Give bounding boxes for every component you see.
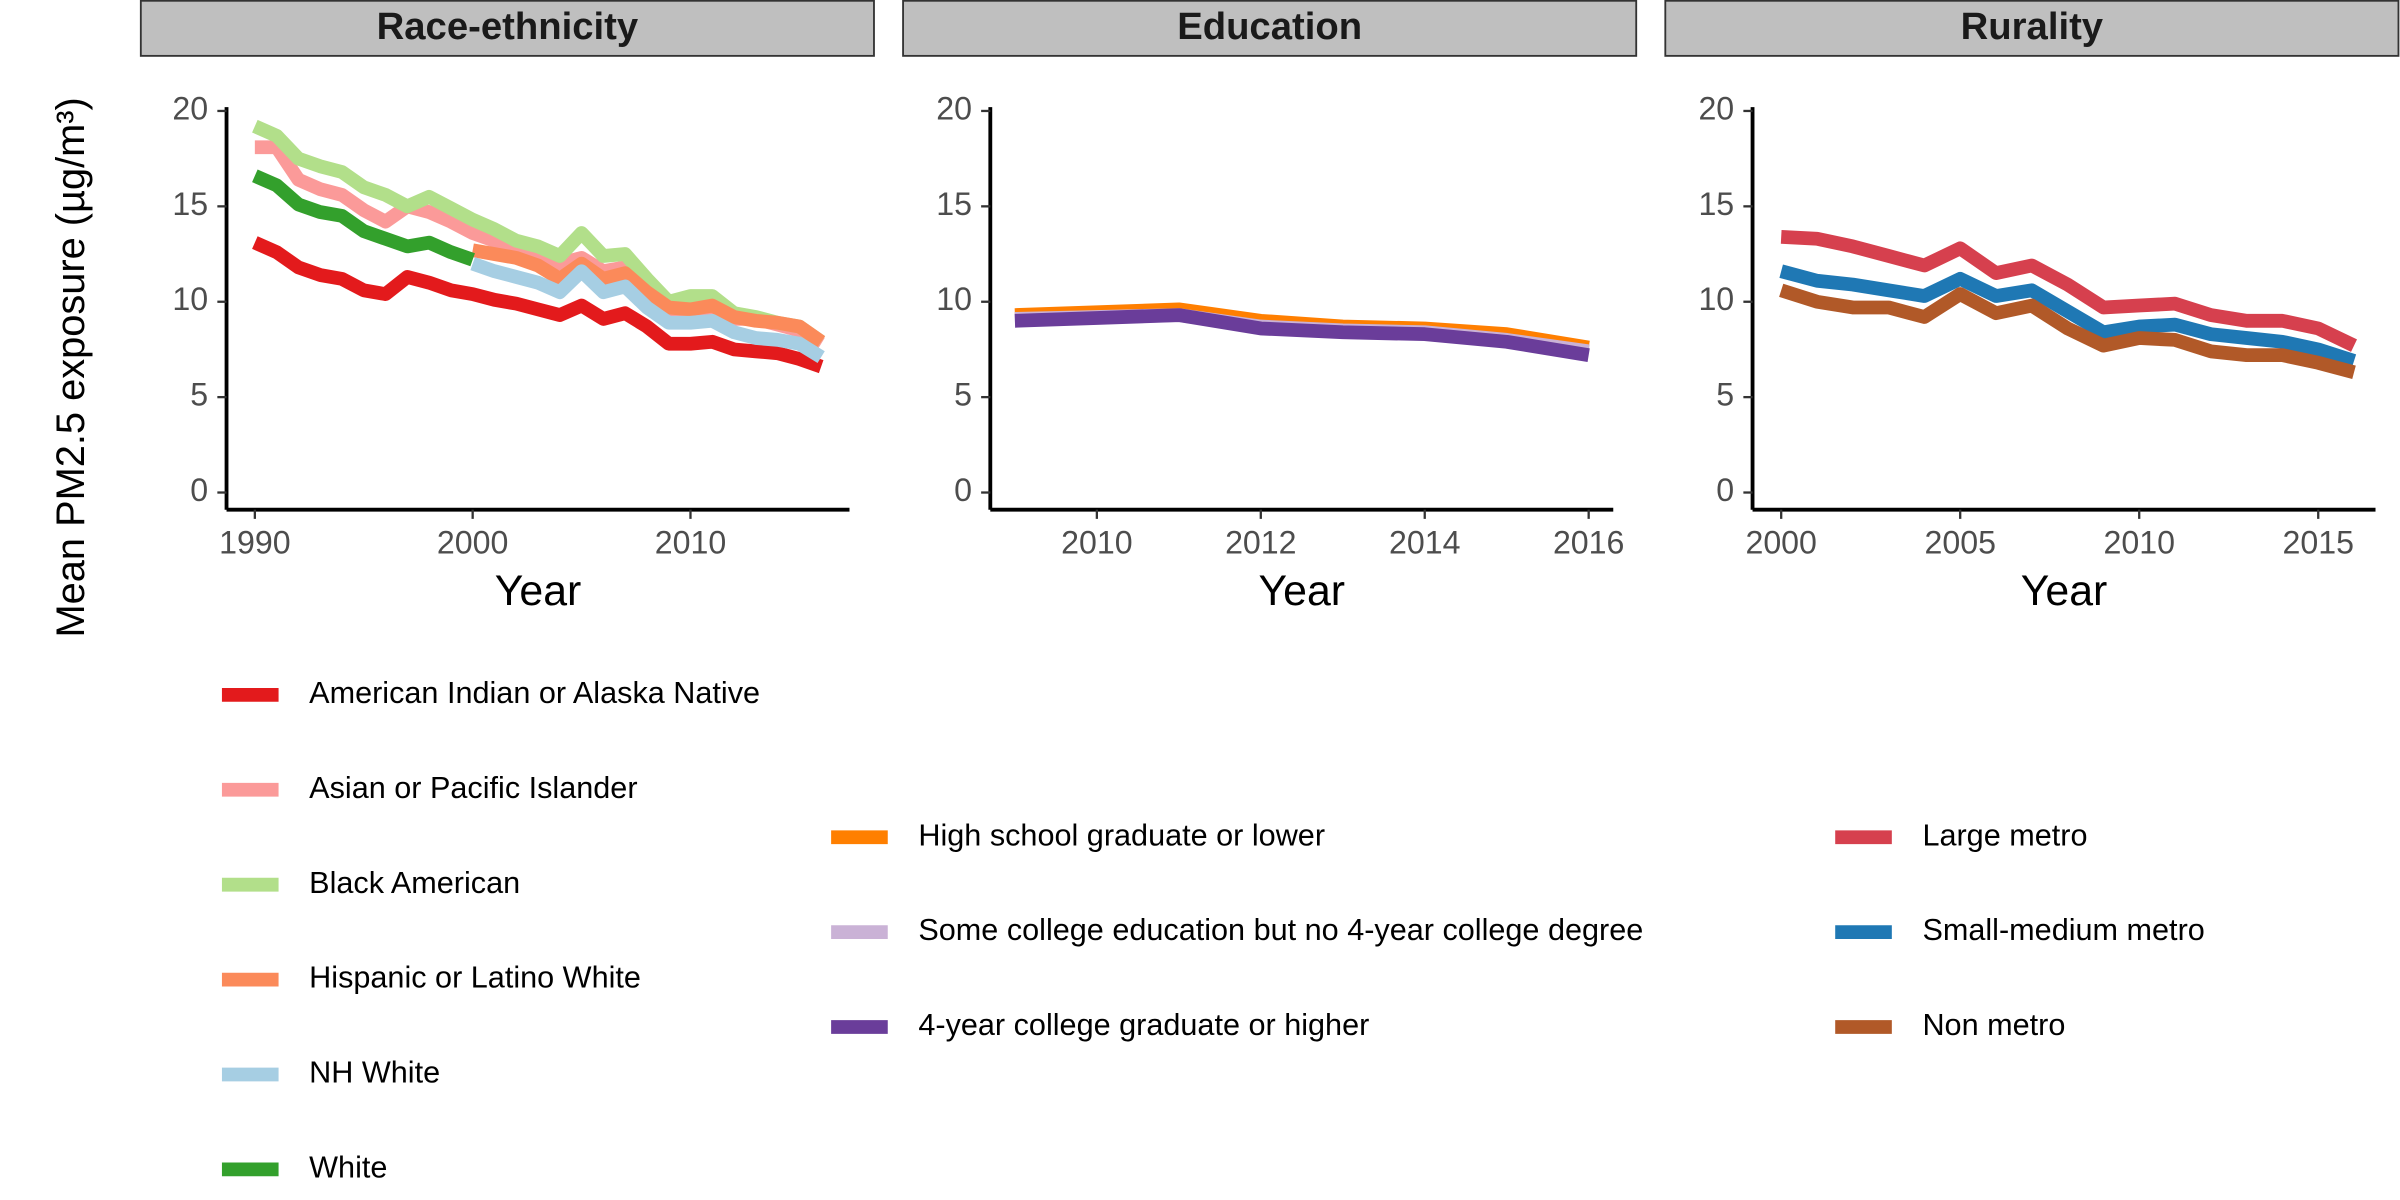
x-tick-label: 2000 xyxy=(437,524,508,560)
x-tick-label: 1990 xyxy=(219,524,290,560)
strip xyxy=(139,0,875,57)
x-tick-label: 2015 xyxy=(2282,524,2353,560)
y-tick-label: 10 xyxy=(172,281,208,317)
x-tick-label: 2005 xyxy=(1924,524,1995,560)
x-tick-label: 2010 xyxy=(655,524,726,560)
y-tick-label: 20 xyxy=(936,90,972,126)
legend-label: American Indian or Alaska Native xyxy=(309,676,760,710)
x-axis-label: Year xyxy=(1258,567,1345,615)
series-line xyxy=(1780,229,2358,352)
x-tick-label: 2012 xyxy=(1225,524,1296,560)
y-tick-label: 10 xyxy=(1698,281,1734,317)
y-tick-label: 20 xyxy=(172,90,208,126)
legend-label: Large metro xyxy=(1922,818,2087,852)
y-tick-label: 0 xyxy=(1716,472,1734,508)
y-tick-label: 0 xyxy=(954,472,972,508)
legend-label: Non metro xyxy=(1922,1008,2065,1042)
legend-label: Some college education but no 4-year col… xyxy=(918,913,1643,947)
series-line xyxy=(252,236,824,374)
strip-title: Race-ethnicity xyxy=(377,5,639,48)
strip-title: Rurality xyxy=(1961,5,2104,48)
strip xyxy=(1664,0,2400,57)
series-line xyxy=(470,257,825,363)
legend-label: High school graduate or lower xyxy=(918,818,1325,852)
legend-label: Asian or Pacific Islander xyxy=(309,771,637,805)
y-tick-label: 15 xyxy=(1698,186,1734,222)
y-tick-label: 5 xyxy=(1716,377,1734,413)
series-line xyxy=(471,243,826,348)
y-tick-label: 15 xyxy=(172,186,208,222)
x-tick-label: 2016 xyxy=(1553,524,1624,560)
x-tick-label: 2000 xyxy=(1745,524,1816,560)
legend-label: Small-medium metro xyxy=(1922,913,2204,947)
y-tick-label: 0 xyxy=(190,472,208,508)
series-line xyxy=(1779,264,2357,368)
legend-label: White xyxy=(309,1150,387,1184)
x-tick-label: 2010 xyxy=(2103,524,2174,560)
strip-title: Education xyxy=(1177,5,1362,48)
legend-label: Black American xyxy=(309,866,520,900)
x-axis-label: Year xyxy=(495,567,582,615)
series-line xyxy=(1014,308,1590,362)
y-tick-label: 15 xyxy=(936,186,972,222)
series-line xyxy=(1779,283,2356,379)
legend-label: NH White xyxy=(309,1056,440,1090)
y-tick-label: 5 xyxy=(190,377,208,413)
series-line xyxy=(252,169,475,267)
legend-label: Hispanic or Latino White xyxy=(309,961,641,995)
x-tick-label: 2010 xyxy=(1061,524,1132,560)
y-tick-label: 10 xyxy=(936,281,972,317)
x-tick-label: 2014 xyxy=(1389,524,1460,560)
x-axis-label: Year xyxy=(2021,567,2108,615)
legend-label: 4-year college graduate or higher xyxy=(918,1008,1369,1042)
y-tick-label: 5 xyxy=(954,377,972,413)
y-tick-label: 20 xyxy=(1698,90,1734,126)
y-axis-label: Mean PM2.5 exposure (µg/m³) xyxy=(49,97,93,637)
strip xyxy=(902,0,1638,57)
